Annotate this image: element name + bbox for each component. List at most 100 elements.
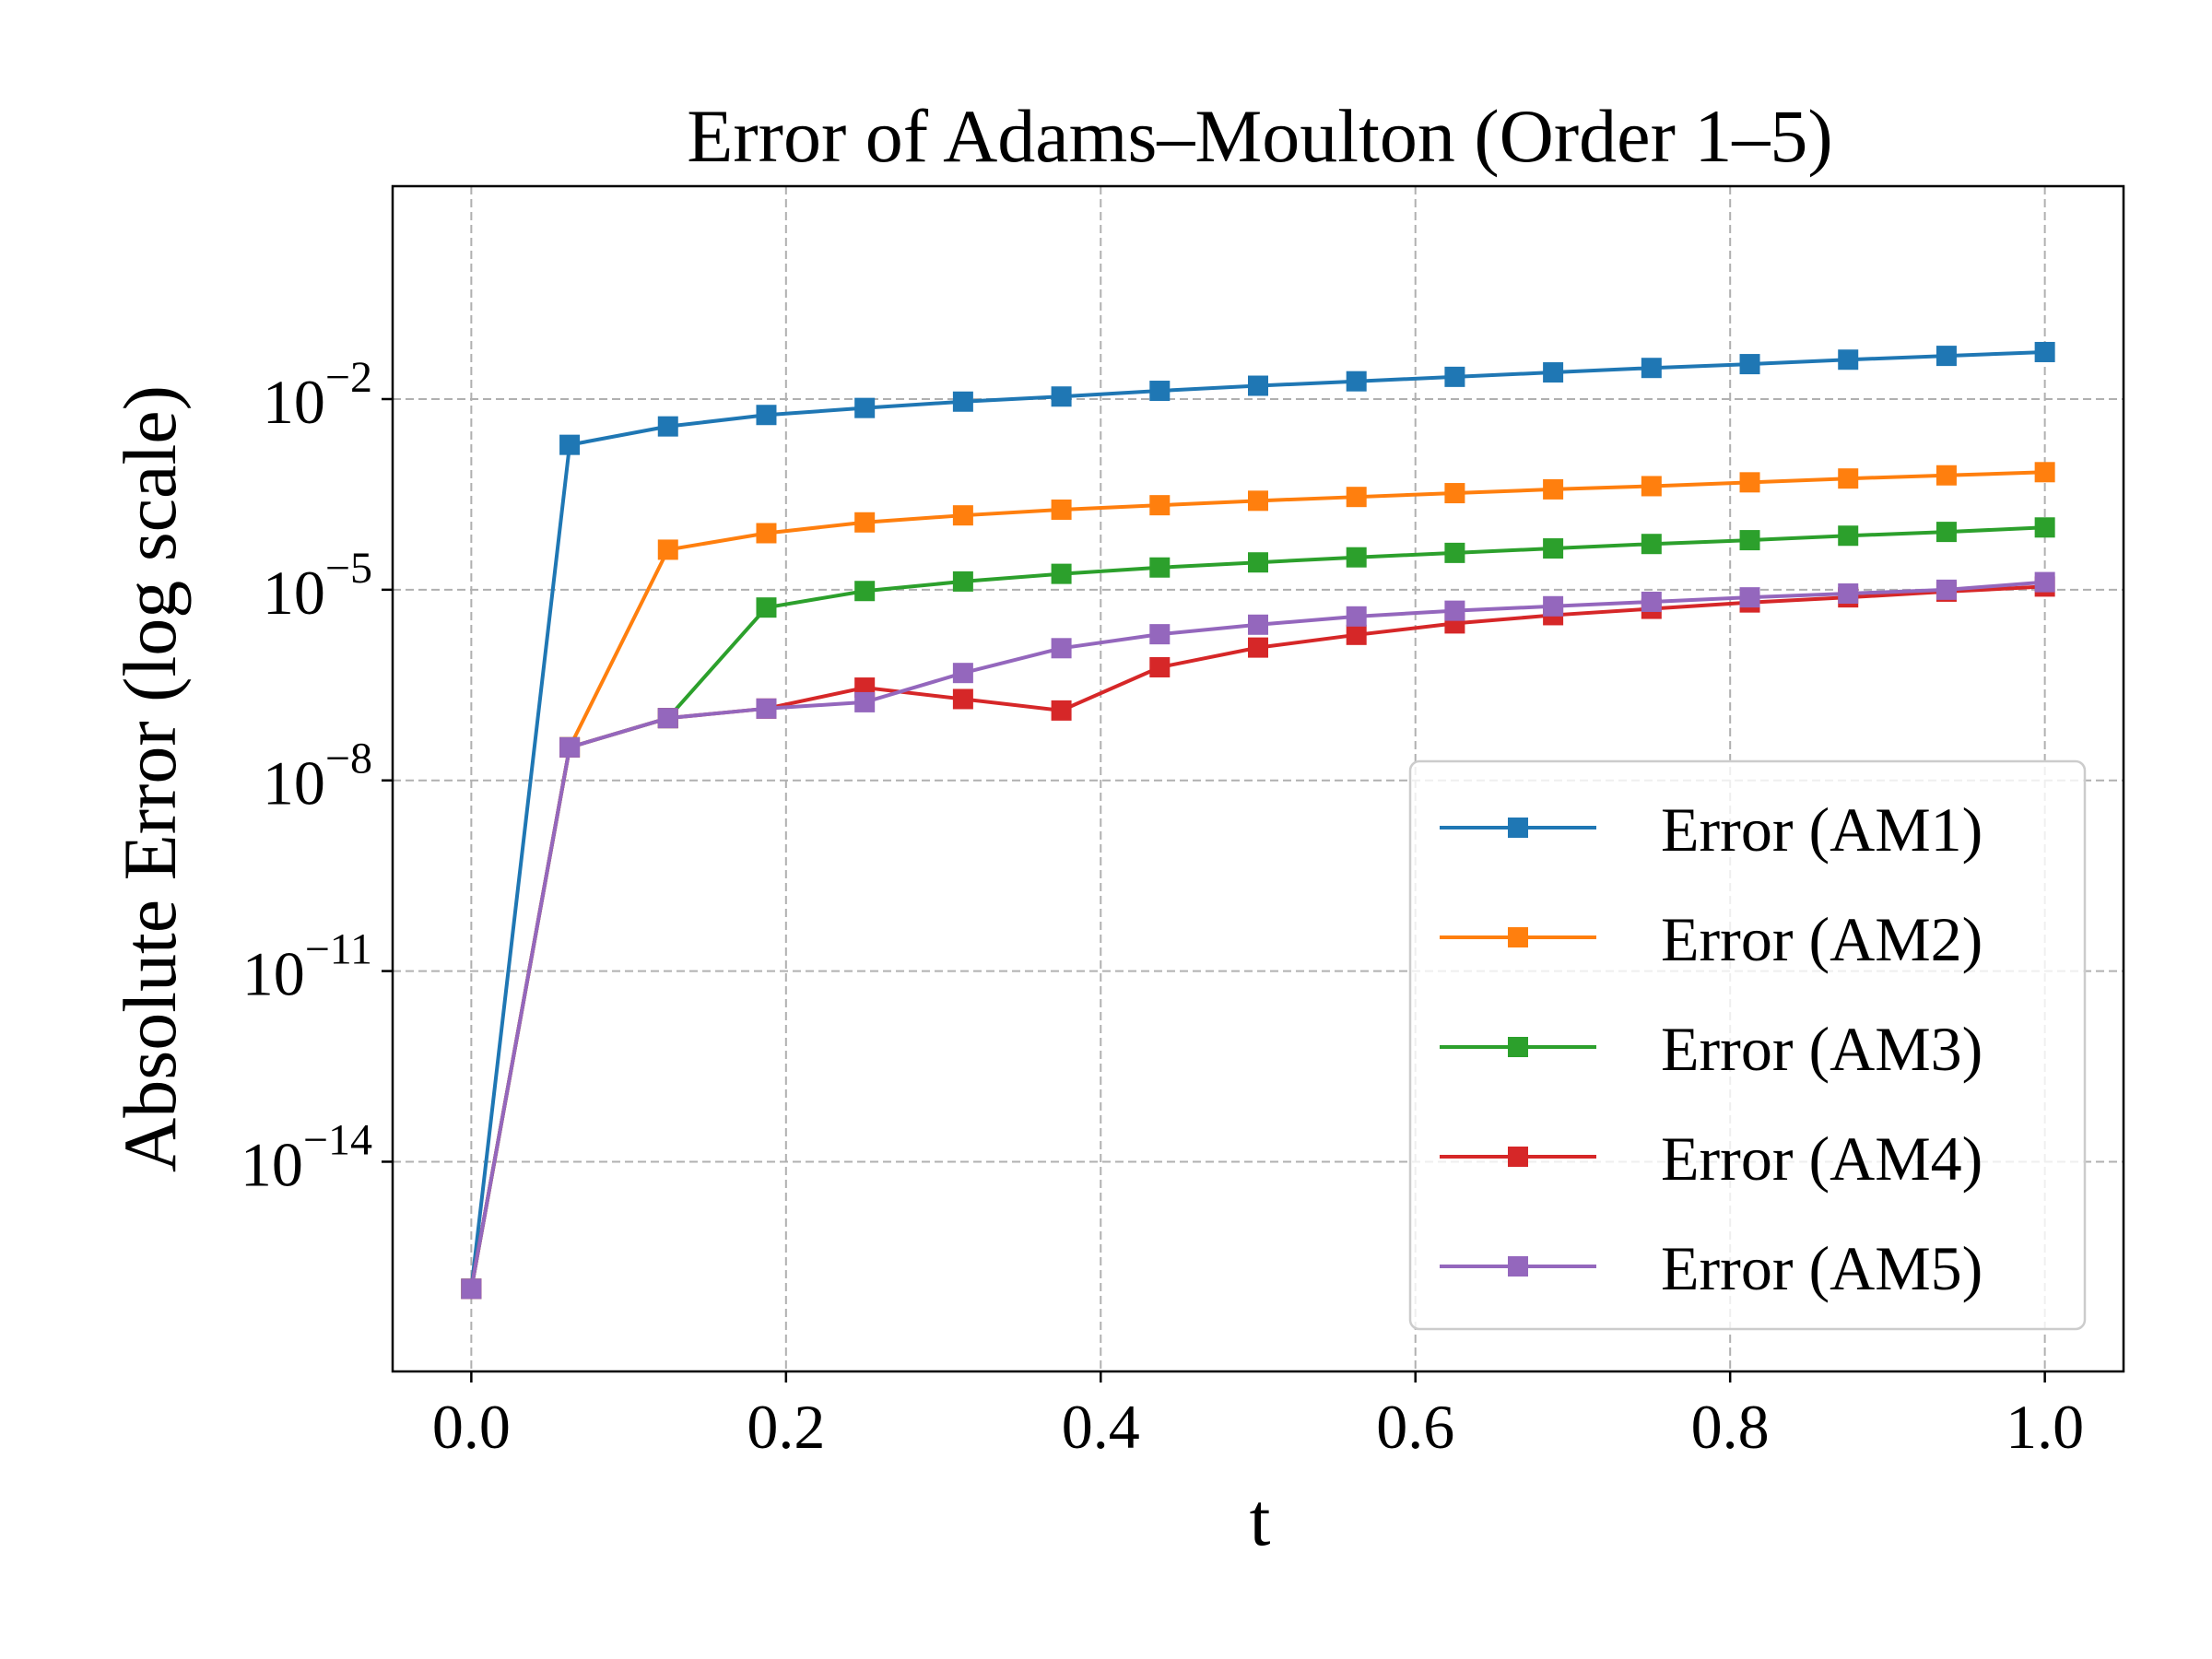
data-point <box>1739 530 1760 551</box>
data-point <box>1248 375 1268 396</box>
plot-frame <box>391 184 2125 1373</box>
data-point <box>1248 552 1268 573</box>
x-tick-label: 0.2 <box>747 1392 825 1462</box>
data-point <box>1051 386 1072 407</box>
data-point <box>756 597 777 618</box>
data-point <box>2034 462 2055 483</box>
data-point <box>756 698 777 719</box>
y-tick-exponent: −14 <box>303 1115 372 1164</box>
data-point <box>1543 538 1564 559</box>
data-point <box>854 581 876 602</box>
data-point <box>1641 591 1662 612</box>
data-point <box>1248 637 1268 658</box>
y-tick-label: 10−2 <box>263 353 372 437</box>
data-point <box>1543 595 1564 617</box>
data-point <box>2034 517 2055 538</box>
x-tick-label: 0.4 <box>1062 1392 1140 1462</box>
data-point <box>854 397 876 418</box>
data-point <box>1936 579 1957 600</box>
data-point <box>952 663 973 684</box>
data-point <box>1543 478 1564 500</box>
data-point <box>1346 547 1367 568</box>
data-point <box>1543 362 1564 383</box>
data-point <box>952 688 973 710</box>
y-tick-label: 10−5 <box>263 544 372 628</box>
y-axis-label: Absolute Error (log scale) <box>108 385 192 1172</box>
y-tick-base: 10 <box>242 939 305 1009</box>
x-tick-label: 0.8 <box>1691 1392 1770 1462</box>
series-group <box>461 341 2055 1300</box>
legend-label: Error (AM2) <box>1661 904 1983 974</box>
data-point <box>1346 606 1367 627</box>
data-point <box>952 571 973 592</box>
data-point <box>854 512 876 533</box>
data-point <box>1248 490 1268 512</box>
data-point <box>1641 358 1662 379</box>
data-point <box>1936 346 1957 367</box>
legend-marker <box>1508 818 1528 838</box>
data-point <box>1149 381 1171 402</box>
data-point <box>952 391 973 412</box>
data-point <box>657 416 678 437</box>
legend-item: Error (AM5) <box>1440 1233 1983 1303</box>
y-tick-base: 10 <box>263 558 325 628</box>
data-point <box>952 505 973 526</box>
legend-marker <box>1508 927 1528 947</box>
y-tick-exponent: −8 <box>325 735 372 783</box>
data-point <box>1444 600 1465 621</box>
data-point <box>2034 341 2055 362</box>
data-point <box>1936 522 1957 543</box>
x-axis-label: t <box>1250 1477 1271 1561</box>
y-tick-label: 10−11 <box>242 925 372 1009</box>
data-point <box>657 539 678 560</box>
data-point <box>1149 495 1171 516</box>
legend-marker <box>1508 1256 1528 1277</box>
y-tick-label: 10−14 <box>241 1115 372 1199</box>
data-point <box>1739 354 1760 375</box>
data-point <box>1051 700 1072 721</box>
data-point <box>1149 656 1171 677</box>
data-point <box>1248 614 1268 635</box>
chart-title: Error of Adams–Moulton (Order 1–5) <box>687 94 1832 178</box>
data-point <box>756 405 777 426</box>
y-tick-base: 10 <box>263 748 325 818</box>
data-point <box>1149 557 1171 578</box>
legend-label: Error (AM3) <box>1661 1014 1983 1084</box>
data-point <box>1051 563 1072 584</box>
y-tick-exponent: −11 <box>305 925 372 974</box>
data-point <box>461 1278 482 1300</box>
legend-marker <box>1508 1037 1528 1057</box>
data-point <box>1838 525 1859 547</box>
data-point <box>657 708 678 729</box>
data-point <box>1739 472 1760 493</box>
data-point <box>1444 542 1465 563</box>
legend-marker <box>1508 1147 1528 1167</box>
legend-item: Error (AM2) <box>1440 904 1983 974</box>
y-tick-base: 10 <box>263 367 325 437</box>
y-tick-exponent: −2 <box>325 353 372 402</box>
x-tick-label: 0.0 <box>432 1392 511 1462</box>
y-tick-base: 10 <box>241 1129 303 1199</box>
data-point <box>2034 571 2055 593</box>
data-point <box>1051 638 1072 659</box>
legend-item: Error (AM1) <box>1440 794 1983 865</box>
data-point <box>854 691 876 712</box>
data-point <box>1739 587 1760 608</box>
y-tick-label: 10−8 <box>263 735 372 818</box>
legend-label: Error (AM4) <box>1661 1124 1983 1194</box>
data-point <box>1838 349 1859 371</box>
data-point <box>1444 366 1465 387</box>
data-point <box>1838 468 1859 489</box>
legend-label: Error (AM5) <box>1661 1233 1983 1303</box>
x-tick-label: 0.6 <box>1376 1392 1454 1462</box>
data-point <box>1346 624 1367 645</box>
data-point <box>559 434 581 455</box>
data-point <box>1051 499 1072 520</box>
data-point <box>1444 483 1465 504</box>
series-5 <box>461 571 2055 1300</box>
data-point <box>559 736 581 758</box>
data-point <box>756 523 777 544</box>
data-point <box>1346 371 1367 392</box>
